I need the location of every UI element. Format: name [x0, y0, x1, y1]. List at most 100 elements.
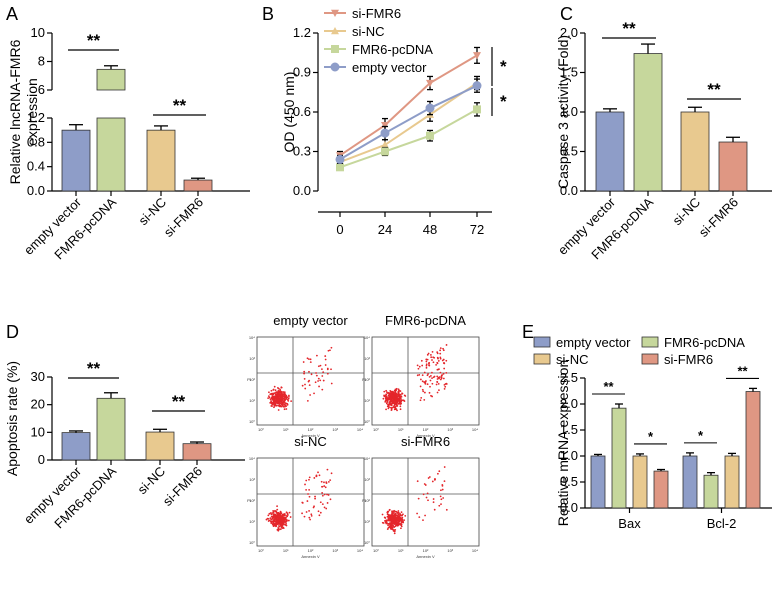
flow-event-dot — [305, 511, 308, 513]
flow-event-dot — [330, 382, 333, 385]
panel-e-significance-label: ** — [737, 363, 748, 378]
flow-event-dot — [317, 380, 319, 382]
panel-b-y-tick-label: 0.9 — [293, 65, 311, 80]
flow-event-dot — [279, 521, 282, 524]
flow-event-dot — [396, 511, 399, 514]
panel-c-bar-fmr6-pcdna — [633, 53, 663, 192]
flow-event-dot — [441, 374, 443, 376]
flow-event-dot — [420, 397, 423, 399]
flow-event-dot — [442, 377, 445, 380]
panel-d-y-tick-label: 30 — [31, 369, 45, 384]
panel-e-category-label: Bax — [618, 516, 641, 531]
flow-event-dot — [396, 405, 399, 407]
flow-event-dot — [445, 344, 448, 346]
flow-event-dot — [268, 396, 271, 399]
flow-event-dot — [281, 518, 283, 521]
flow-event-dot — [277, 409, 280, 411]
panel-e-y-tick-label: 0.0 — [560, 500, 578, 515]
flow-event-dot — [393, 408, 396, 411]
flow-event-dot — [322, 379, 325, 382]
flow-event-dot — [393, 395, 396, 398]
flow-event-dot — [391, 394, 394, 397]
flow-event-dot — [327, 494, 330, 496]
flow-event-dot — [330, 346, 333, 349]
flow-event-dot — [421, 374, 424, 377]
flow-event-dot — [286, 403, 289, 406]
flow-event-dot — [442, 349, 445, 352]
flow-event-dot — [439, 352, 442, 355]
panel-c-significance-label: ** — [622, 19, 636, 38]
panel-e-legend-swatch-fmr6-pcdna — [641, 336, 659, 348]
flow-event-dot — [326, 502, 329, 504]
flow-event-dot — [400, 527, 402, 530]
flow-event-dot — [285, 402, 288, 405]
flow-event-dot — [326, 368, 329, 371]
flow-event-dot — [314, 495, 316, 498]
flow-event-dot — [429, 385, 431, 388]
flow-panel-4-plot-area — [371, 457, 480, 547]
flow-event-dot — [279, 390, 282, 393]
flow-event-dot — [417, 367, 420, 370]
panel-b-y-tick-label: 1.2 — [293, 25, 311, 40]
panel-d-significance-label: ** — [172, 392, 186, 411]
panel-b-point-empty-vector — [380, 128, 390, 138]
flow-panel-1-x-tick-label: 10² — [308, 427, 314, 432]
flow-event-dot — [301, 384, 304, 387]
flow-event-dot — [418, 516, 421, 519]
flow-event-dot — [301, 512, 303, 515]
flow-event-dot — [437, 360, 440, 362]
flow-event-dot — [400, 518, 402, 520]
flow-event-dot — [283, 516, 286, 519]
flow-event-dot — [290, 400, 293, 403]
flow-event-dot — [281, 395, 284, 398]
flow-event-dot — [440, 503, 442, 505]
flow-event-dot — [436, 378, 439, 380]
flow-event-dot — [303, 370, 306, 373]
flow-event-dot — [421, 388, 424, 391]
panel-c-bar-empty-vector — [595, 111, 625, 192]
flow-event-dot — [308, 370, 310, 373]
panel-a-category-label: si-NC — [136, 195, 170, 229]
flow-event-dot — [443, 387, 446, 390]
panel-e-bar-fmr6-pcdna-bcl-2 — [703, 474, 719, 509]
panel-c-category-label: si-FMR6 — [696, 195, 741, 240]
flow-event-dot — [392, 398, 395, 401]
flow-event-dot — [270, 389, 273, 392]
panel-b-x-tick-label: 48 — [423, 222, 437, 237]
flow-event-dot — [276, 505, 278, 508]
panel-b-x-tick-label: 72 — [470, 222, 484, 237]
flow-event-dot — [284, 520, 286, 523]
flow-event-dot — [273, 514, 276, 517]
flow-event-dot — [426, 353, 429, 356]
flow-event-dot — [396, 514, 399, 517]
panel-a-y-tick-label: 0.8 — [27, 134, 45, 149]
flow-panel-3-y-tick-label: 10¹ — [249, 519, 255, 524]
flow-event-dot — [396, 409, 398, 412]
flow-event-dot — [423, 371, 426, 374]
panel-b-point-empty-vector — [425, 103, 435, 113]
flow-panel-1-y-tick-label: 10⁰ — [249, 419, 255, 424]
flow-panel-3-title: si-NC — [294, 434, 327, 449]
flow-panel-1-x-tick-label: 10¹ — [283, 427, 289, 432]
flow-event-dot — [317, 471, 319, 474]
panel-a-category-label: FMR6-pcDNA — [51, 194, 119, 262]
panel-a-y-tick-label: 0.0 — [27, 183, 45, 198]
flow-event-dot — [384, 520, 386, 522]
flow-event-dot — [381, 521, 384, 524]
flow-event-dot — [315, 374, 318, 377]
flow-event-dot — [318, 474, 321, 477]
flow-event-dot — [315, 372, 317, 374]
panel-e-significance-label: * — [698, 428, 704, 443]
panel-d-bar-empty-vector — [61, 432, 91, 461]
flow-event-dot — [267, 397, 270, 400]
flow-event-dot — [283, 393, 285, 396]
panel-b-line-empty-vector — [339, 84, 478, 161]
flow-event-dot — [436, 391, 439, 394]
flow-event-dot — [276, 398, 279, 401]
flow-panel-4-events — [381, 466, 448, 535]
flow-event-dot — [429, 354, 432, 356]
flow-event-dot — [308, 358, 310, 361]
flow-event-dot — [417, 497, 420, 500]
panel-b-y-tick-label: 0.0 — [293, 183, 311, 198]
